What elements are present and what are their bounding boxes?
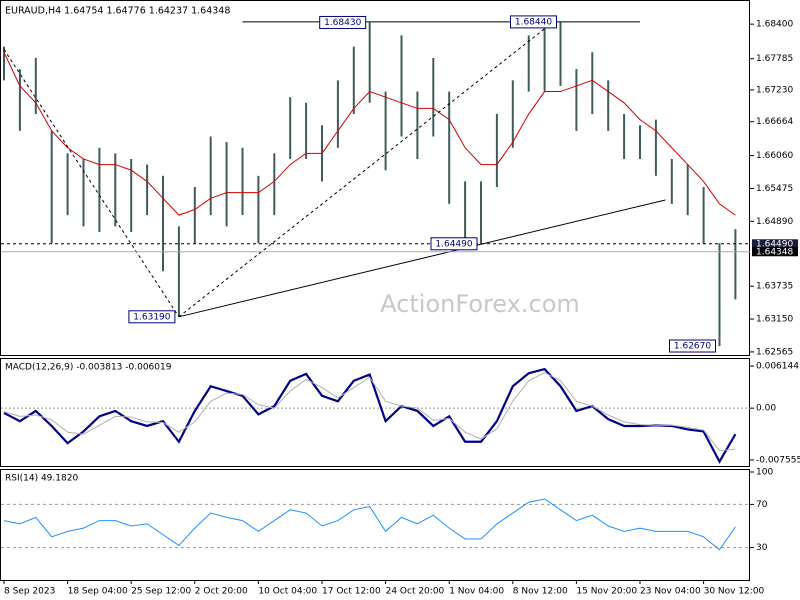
x-tick-label: 15 Nov 20:00 bbox=[576, 587, 637, 597]
price-panel bbox=[0, 0, 750, 356]
y-tick-label: 1.66060 bbox=[756, 151, 793, 161]
price-tag bbox=[752, 247, 798, 257]
annotation-label: 1.62670 bbox=[674, 342, 711, 352]
moving-average bbox=[3, 52, 736, 216]
price-tag bbox=[752, 239, 798, 249]
rsi-title: RSI(14) 49.1820 bbox=[5, 474, 78, 484]
x-tick-label: 30 Nov 12:00 bbox=[704, 587, 765, 597]
y-tick-label: 1.67785 bbox=[756, 54, 793, 64]
annotation-box bbox=[128, 310, 176, 324]
x-tick-label: 10 Oct 04:00 bbox=[258, 587, 317, 597]
x-tick-label: 23 Nov 04:00 bbox=[640, 587, 701, 597]
indicator-line bbox=[3, 498, 736, 551]
y-tick-label: 0.006144 bbox=[756, 362, 799, 372]
x-tick-label: 24 Oct 20:00 bbox=[386, 587, 445, 597]
y-tick-label: -0.007555 bbox=[756, 455, 800, 465]
y-tick-label: 1.67230 bbox=[756, 85, 793, 95]
annotation-box bbox=[319, 15, 367, 29]
chart-title: EURAUD,H4 1.64754 1.64776 1.64237 1.6434… bbox=[5, 6, 230, 17]
y-tick-label: 30 bbox=[756, 543, 768, 553]
trendline bbox=[178, 199, 666, 318]
x-tick-label: 1 Nov 04:00 bbox=[449, 587, 504, 597]
rsi-panel bbox=[0, 469, 750, 581]
y-tick-label: 1.68400 bbox=[756, 20, 793, 30]
y-tick-label: 1.66664 bbox=[756, 117, 793, 127]
price-tag-label: 1.64490 bbox=[756, 239, 793, 249]
y-tick-label: 100 bbox=[756, 468, 773, 478]
x-tick-label: 17 Oct 12:00 bbox=[322, 587, 381, 597]
annotation-label: 1.64490 bbox=[435, 239, 472, 249]
annotation-box bbox=[669, 339, 716, 353]
annotation-label: 1.68430 bbox=[324, 18, 361, 28]
y-tick-label: 1.62565 bbox=[756, 347, 793, 357]
y-tick-label: 0.00 bbox=[756, 404, 776, 414]
y-tick-label: 1.63735 bbox=[756, 282, 793, 292]
price-tag-label: 1.64348 bbox=[756, 247, 793, 257]
x-tick-label: 2 Oct 20:00 bbox=[195, 587, 248, 597]
annotation-box bbox=[510, 15, 557, 29]
x-tick-label: 8 Nov 12:00 bbox=[513, 587, 568, 597]
annotation-box bbox=[430, 237, 478, 251]
trendline bbox=[178, 22, 553, 318]
macd-panel bbox=[0, 358, 750, 467]
x-tick-label: 25 Sep 12:00 bbox=[131, 587, 191, 597]
x-tick-label: 8 Sep 2023 bbox=[4, 587, 55, 597]
macd-title: MACD(12,26,9) -0.003813 -0.006019 bbox=[5, 363, 172, 373]
watermark: ActionForex.com bbox=[380, 290, 580, 318]
x-tick-label: 18 Sep 04:00 bbox=[68, 587, 128, 597]
indicator-line bbox=[3, 371, 736, 452]
y-tick-label: 1.64890 bbox=[756, 217, 793, 227]
y-tick-label: 1.65475 bbox=[756, 184, 793, 194]
indicator-line bbox=[3, 367, 737, 464]
annotation-label: 1.63190 bbox=[133, 312, 170, 322]
annotation-label: 1.68440 bbox=[515, 17, 552, 27]
y-tick-label: 70 bbox=[756, 500, 768, 510]
trendline bbox=[3, 49, 180, 318]
y-tick-label: 1.63150 bbox=[756, 315, 793, 325]
